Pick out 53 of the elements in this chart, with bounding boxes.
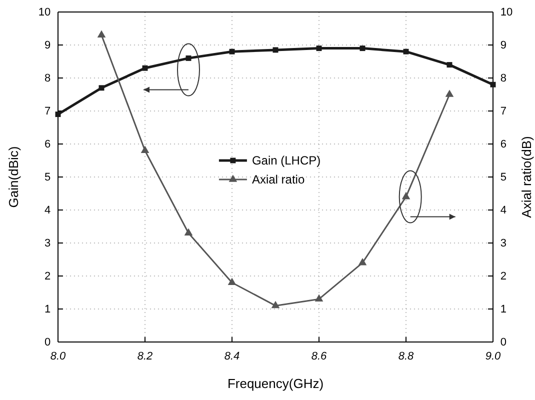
y2-tick-label: 7 bbox=[500, 106, 507, 118]
y2-tick-label: 2 bbox=[500, 270, 507, 283]
y2-tick-label: 4 bbox=[500, 204, 507, 217]
point bbox=[272, 47, 278, 53]
point bbox=[97, 30, 106, 38]
y-tick-label: 6 bbox=[44, 138, 51, 151]
x-axis-title: Frequency(GHz) bbox=[227, 376, 324, 391]
x-tick-label: 9.0 bbox=[485, 350, 502, 362]
y-tick-label: 7 bbox=[44, 106, 51, 118]
y2-axis-title: Axial ratio(dB) bbox=[519, 136, 534, 218]
y-tick-label: 4 bbox=[44, 204, 51, 217]
point bbox=[402, 192, 410, 200]
y-tick-label: 8 bbox=[44, 72, 51, 85]
x-tick-label: 8.4 bbox=[224, 350, 240, 362]
point bbox=[98, 85, 104, 91]
point bbox=[316, 46, 322, 52]
point bbox=[229, 48, 235, 54]
y-tick-label: 5 bbox=[44, 172, 51, 184]
point bbox=[55, 112, 61, 118]
y-tick-label: 9 bbox=[44, 40, 51, 52]
x-tick-label: 8.8 bbox=[398, 350, 415, 362]
legend-label: Axial ratio bbox=[252, 172, 305, 187]
point bbox=[186, 55, 192, 61]
point bbox=[142, 65, 148, 71]
point bbox=[446, 62, 452, 68]
point bbox=[228, 278, 236, 286]
y2-tick-label: 3 bbox=[500, 238, 507, 250]
y-tick-label: 10 bbox=[38, 6, 51, 19]
point bbox=[445, 90, 454, 97]
y2-tick-label: 9 bbox=[500, 40, 507, 52]
x-tick-label: 8.0 bbox=[50, 350, 67, 362]
y-tick-label: 1 bbox=[44, 304, 51, 316]
y2-tick-label: 6 bbox=[500, 138, 507, 151]
point bbox=[490, 82, 496, 88]
y2-tick-label: 10 bbox=[500, 6, 513, 19]
x-tick-label: 8.6 bbox=[311, 350, 328, 362]
point bbox=[184, 228, 193, 236]
y-axis-title: Gain(dBic) bbox=[6, 146, 21, 208]
y-tick-label: 3 bbox=[44, 238, 51, 250]
point bbox=[403, 48, 409, 54]
y-tick-label: 0 bbox=[44, 336, 51, 349]
point bbox=[360, 46, 366, 52]
y2-tick-label: 0 bbox=[500, 336, 507, 349]
point bbox=[358, 258, 367, 266]
point bbox=[314, 294, 324, 302]
y-tick-label: 2 bbox=[44, 270, 51, 283]
point bbox=[271, 300, 280, 308]
y2-tick-label: 1 bbox=[500, 304, 507, 316]
legend-label: Gain (LHCP) bbox=[252, 154, 321, 168]
x-tick-label: 8.2 bbox=[137, 350, 153, 362]
point bbox=[140, 146, 150, 154]
y2-tick-label: 5 bbox=[500, 172, 507, 184]
y2-tick-label: 8 bbox=[500, 72, 507, 85]
